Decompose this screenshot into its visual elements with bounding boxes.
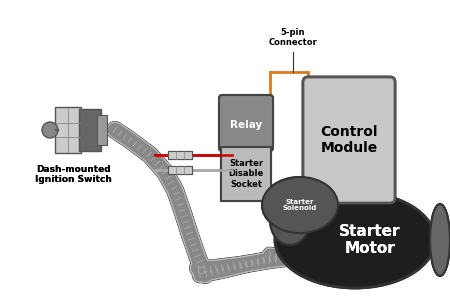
FancyBboxPatch shape [221,147,271,201]
FancyBboxPatch shape [219,95,273,151]
Text: 5-pin
Connector: 5-pin Connector [269,28,317,48]
Bar [168,151,192,159]
Ellipse shape [275,192,435,288]
Ellipse shape [270,195,310,245]
Text: Control
Module: Control Module [320,125,378,155]
Text: Starter
Disable
Socket: Starter Disable Socket [228,159,264,189]
FancyBboxPatch shape [303,77,395,203]
Text: Relay: Relay [230,120,262,130]
Text: Dash-mounted
Ignition Switch: Dash-mounted Ignition Switch [35,165,112,184]
Ellipse shape [262,177,338,233]
FancyBboxPatch shape [221,147,271,201]
Ellipse shape [430,204,450,276]
Text: Starter
Motor: Starter Motor [339,224,401,256]
Bar [168,151,192,159]
Text: Starter
Disable
Socket: Starter Disable Socket [228,159,264,189]
Text: Control
Module: Control Module [320,125,378,155]
Text: Relay: Relay [230,120,262,130]
FancyBboxPatch shape [303,77,395,203]
Text: Starter
Solenoid: Starter Solenoid [283,199,317,211]
FancyBboxPatch shape [55,107,81,153]
Ellipse shape [430,204,450,276]
Circle shape [42,122,58,138]
Text: Starter
Motor: Starter Motor [339,224,401,256]
Ellipse shape [275,192,435,288]
Bar [168,166,192,174]
FancyBboxPatch shape [97,115,107,145]
Text: Dash-mounted
Ignition Switch: Dash-mounted Ignition Switch [35,165,112,184]
FancyBboxPatch shape [79,109,101,151]
FancyBboxPatch shape [219,95,273,151]
Text: Starter
Solenoid: Starter Solenoid [283,199,317,211]
Bar [168,166,192,174]
Ellipse shape [262,177,338,233]
Ellipse shape [270,195,310,245]
